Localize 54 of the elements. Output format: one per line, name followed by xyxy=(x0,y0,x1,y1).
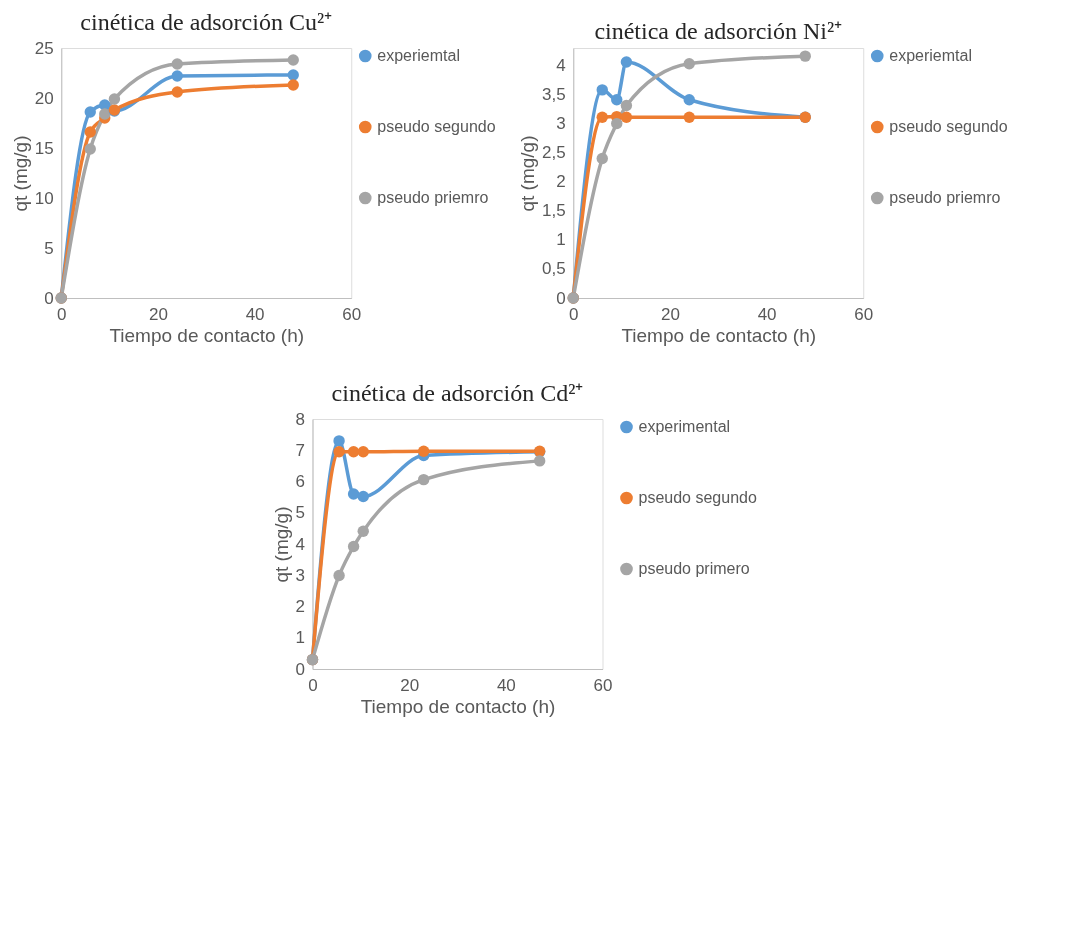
y-tick-label: 4 xyxy=(295,534,305,554)
x-tick-label: 40 xyxy=(757,304,777,324)
chart-title: cinética de adsorción Cd²⁺ xyxy=(331,380,584,406)
y-tick-label: 20 xyxy=(34,88,54,108)
legend-label: pseudo priemro xyxy=(889,189,1001,206)
y-tick-label: 0 xyxy=(44,288,54,308)
y-tick-label: 5 xyxy=(44,238,54,258)
legend-label: pseudo segundo xyxy=(377,118,496,135)
y-tick-label: 2 xyxy=(556,172,566,192)
legend-label: pseudo primero xyxy=(638,560,750,577)
y-tick-label: 7 xyxy=(295,440,305,460)
y-tick-label: 6 xyxy=(295,472,305,491)
y-tick-label: 2,5 xyxy=(542,143,566,163)
legend-label: experimental xyxy=(638,418,731,435)
y-axis-title: qt (mg/g) xyxy=(517,135,539,212)
x-tick-label: 0 xyxy=(308,675,318,695)
x-tick-label: 20 xyxy=(400,675,420,695)
legend-label: pseudo segundo xyxy=(638,489,757,506)
x-tick-label: 20 xyxy=(660,304,680,324)
legend-label: experiemtal xyxy=(377,47,460,64)
y-tick-label: 2 xyxy=(295,597,305,616)
x-axis-title: Tiempo de contacto (h) xyxy=(621,324,817,346)
y-tick-label: 10 xyxy=(34,188,54,208)
legend-label: pseudo priemro xyxy=(377,189,489,206)
y-tick-label: 4 xyxy=(556,55,566,75)
x-axis-title: Tiempo de contacto (h) xyxy=(109,324,305,346)
x-tick-label: 60 xyxy=(342,304,362,324)
legend-label: experiemtal xyxy=(889,47,972,64)
legend-label: pseudo segundo xyxy=(889,118,1008,135)
y-axis-title: qt (mg/g) xyxy=(9,135,31,212)
x-tick-label: 60 xyxy=(593,675,613,695)
y-tick-label: 0 xyxy=(295,659,305,679)
x-tick-label: 20 xyxy=(148,304,168,324)
chart-title: cinética de adsorción Ni²⁺ xyxy=(594,18,843,44)
y-axis-title: qt (mg/g) xyxy=(270,506,292,583)
y-tick-label: 3 xyxy=(556,114,566,134)
y-tick-label: 3,5 xyxy=(542,85,566,105)
y-tick-label: 0 xyxy=(556,288,566,308)
y-tick-label: 1,5 xyxy=(542,201,566,221)
y-tick-label: 0,5 xyxy=(542,259,566,279)
chart-title: cinética de adsorción Cu²⁺ xyxy=(80,9,333,35)
x-tick-label: 40 xyxy=(245,304,265,324)
y-tick-label: 1 xyxy=(295,628,305,648)
y-tick-label: 25 xyxy=(34,38,54,58)
y-tick-label: 3 xyxy=(295,565,305,585)
x-tick-label: 40 xyxy=(496,675,516,695)
x-tick-label: 0 xyxy=(57,304,67,324)
y-tick-label: 5 xyxy=(295,503,305,523)
y-tick-label: 8 xyxy=(295,409,305,429)
y-tick-label: 1 xyxy=(556,230,566,250)
x-tick-label: 0 xyxy=(569,304,579,324)
x-tick-label: 60 xyxy=(854,304,874,324)
y-tick-label: 15 xyxy=(34,138,54,158)
x-axis-title: Tiempo de contacto (h) xyxy=(360,695,556,717)
